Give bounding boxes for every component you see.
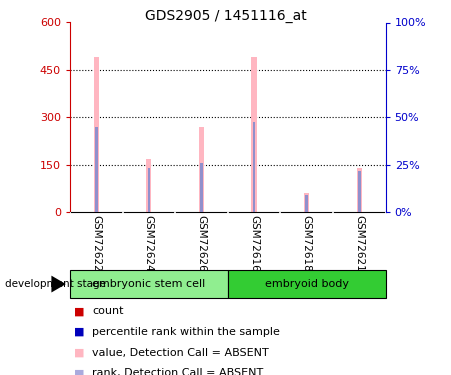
Text: embryoid body: embryoid body	[265, 279, 349, 289]
Bar	[304, 193, 309, 212]
Polygon shape	[51, 276, 66, 292]
Text: ■: ■	[74, 327, 84, 337]
Text: GSM72621: GSM72621	[354, 215, 364, 272]
Text: development stage: development stage	[5, 279, 106, 289]
Bar	[253, 122, 255, 212]
Text: value, Detection Call = ABSENT: value, Detection Call = ABSENT	[92, 348, 269, 358]
Bar	[200, 163, 203, 212]
Text: GSM72616: GSM72616	[249, 215, 259, 272]
Text: ■: ■	[74, 368, 84, 375]
Text: count: count	[92, 306, 124, 316]
Bar	[358, 171, 361, 212]
Text: GSM72624: GSM72624	[144, 215, 154, 272]
Text: GSM72618: GSM72618	[302, 215, 312, 272]
Bar	[252, 57, 257, 212]
Bar	[70, 270, 228, 298]
Bar	[199, 127, 204, 212]
Bar	[305, 195, 308, 212]
Text: rank, Detection Call = ABSENT: rank, Detection Call = ABSENT	[92, 368, 264, 375]
Bar	[357, 168, 362, 212]
Text: percentile rank within the sample: percentile rank within the sample	[92, 327, 281, 337]
Text: ■: ■	[74, 348, 84, 358]
Text: GDS2905 / 1451116_at: GDS2905 / 1451116_at	[145, 9, 306, 23]
Text: GSM72626: GSM72626	[197, 215, 207, 272]
Bar	[228, 270, 386, 298]
Text: embryonic stem cell: embryonic stem cell	[92, 279, 206, 289]
Bar	[147, 168, 150, 212]
Bar	[146, 159, 152, 212]
Bar	[95, 127, 97, 212]
Bar	[94, 57, 99, 212]
Text: ■: ■	[74, 306, 84, 316]
Text: GSM72622: GSM72622	[91, 215, 101, 272]
